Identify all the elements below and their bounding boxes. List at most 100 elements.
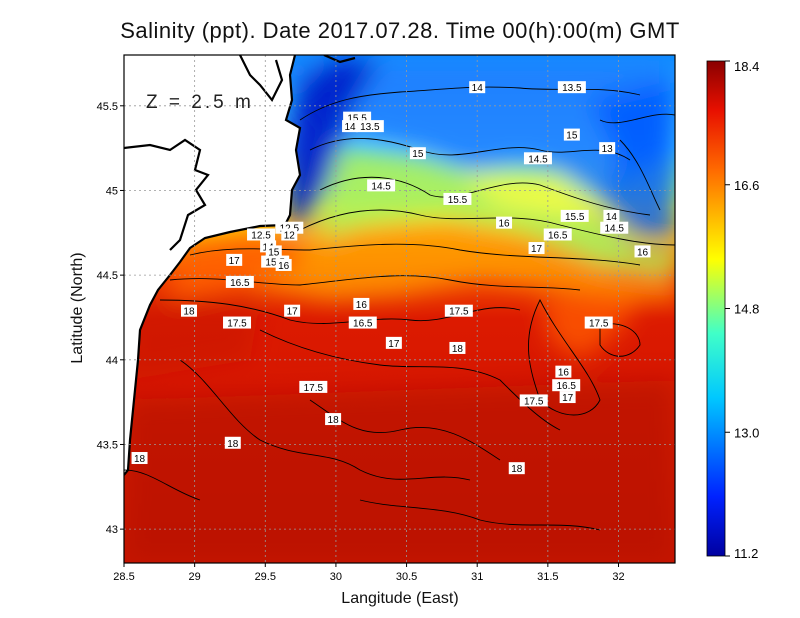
contour-label-text: 18	[452, 344, 464, 355]
contour-label: 14.5	[600, 221, 629, 235]
contour-label-text: 15.5	[347, 114, 367, 125]
contour-label-box	[508, 462, 525, 475]
x-axis-label: Langitude (East)	[341, 590, 459, 607]
contour-label-box	[281, 228, 298, 241]
contour-label: 15.5	[443, 192, 472, 206]
contour-label-text: 13	[602, 144, 614, 155]
contour-label-text: 18	[183, 307, 195, 318]
y-tick-label: 43.5	[97, 439, 118, 451]
contour-label-box	[299, 380, 328, 393]
contour-label: 16	[496, 216, 513, 230]
colorbar-ticks: 18.4 16.6 14.8 13.0 11.2	[725, 59, 759, 561]
contour-label: 18	[180, 304, 197, 318]
contour-label: 18	[449, 341, 466, 355]
contour-label-box	[342, 120, 359, 133]
contour-label-text: 17	[388, 339, 400, 350]
contour-label-box	[449, 341, 466, 354]
contour-label-text: 16	[558, 368, 570, 379]
x-tick-label: 30	[330, 571, 342, 583]
contour-label: 17.5	[444, 304, 473, 318]
contour-label-text: 15	[412, 149, 424, 160]
contour-label-box	[563, 128, 580, 141]
x-tick-label: 31	[471, 571, 483, 583]
contour-label-box	[519, 394, 548, 407]
contour-label-box	[603, 209, 620, 222]
contour-label: 17.5	[299, 380, 328, 394]
contour-label: 14.5	[367, 179, 396, 192]
colorbar-tick-label: 18.4	[734, 59, 759, 74]
contour-label: 16.5	[348, 316, 377, 330]
contour-label: 13	[599, 142, 616, 155]
contour-label-box	[223, 316, 252, 329]
contour-label-box	[634, 245, 651, 258]
contour-label: 14.5	[523, 152, 552, 165]
y-tick-label: 44.5	[97, 270, 118, 282]
axis-ticks: 28.5 29 29.5 30 30.5 31 31.5 32 43 43.5 44 44.5 45 45…	[97, 101, 625, 583]
contour-label-text: 18	[227, 439, 239, 450]
contour-label: 16.5	[225, 275, 254, 289]
land-mask	[124, 55, 300, 475]
contour-label: 16	[275, 258, 292, 272]
contour-label: 17.5	[223, 316, 252, 330]
y-tick-label: 45.5	[97, 101, 118, 113]
contour-label-box	[367, 179, 396, 192]
contour-label: 14	[342, 120, 359, 133]
contour-label-box	[353, 297, 370, 310]
contour-label-text: 16	[278, 261, 290, 272]
contour-label-text: 14.5	[528, 154, 548, 165]
contour-label-text: 15	[566, 131, 578, 142]
colorbar	[706, 60, 726, 557]
contour-label: 16.5	[552, 379, 581, 392]
contour-label-text: 13.5	[562, 83, 582, 94]
colorbar-tick-label: 11.2	[734, 546, 758, 561]
contour-label-text: 17	[287, 307, 299, 318]
contour-label: 17	[284, 304, 301, 318]
contour-label: 18	[508, 462, 525, 475]
contour-label-box	[284, 304, 301, 317]
contour-label: 17.5	[519, 394, 548, 407]
contour-label-text: 16	[498, 219, 510, 230]
contour-label: 15	[563, 128, 580, 142]
contour-label-text: 12.5	[251, 230, 271, 241]
x-tick-label: 31.5	[537, 571, 558, 583]
contour-label-text: 16	[356, 300, 368, 311]
x-tick-label: 28.5	[113, 571, 134, 583]
contour-label-box	[523, 152, 552, 165]
contour-label-text: 12	[284, 230, 296, 241]
contour-label: 16	[555, 365, 572, 379]
y-tick-label: 44	[106, 355, 118, 367]
contour-label: 18	[224, 436, 241, 450]
contour-label: 16	[634, 245, 651, 258]
contour-label-box	[444, 304, 473, 317]
contour-label-box	[180, 304, 197, 317]
contour-label: 13.5	[355, 120, 384, 133]
contour-label: 17	[528, 242, 545, 255]
x-tick-label: 30.5	[396, 571, 417, 583]
contour-label-box	[599, 142, 616, 155]
contour-label-text: 16.5	[353, 319, 373, 330]
contour-label: 15	[265, 245, 282, 258]
contour-label-box	[528, 242, 545, 255]
contour-label-text: 17	[531, 244, 543, 255]
contour-label-box	[600, 221, 629, 234]
contour-label-box	[496, 216, 513, 229]
contour-label-text: 17	[229, 256, 241, 267]
contour-label-box	[325, 413, 342, 426]
plot-frame	[123, 54, 676, 564]
contour-label-text: 18	[328, 415, 340, 426]
x-tick-label: 32	[612, 571, 624, 583]
contour-label-box	[555, 365, 572, 378]
contour-label: 18	[325, 413, 342, 426]
contour-label-box	[409, 147, 426, 160]
contour-label: 12.5	[247, 228, 276, 241]
contour-label-text: 16.5	[556, 381, 576, 392]
contour-label-text: 17.5	[304, 383, 324, 394]
y-tick-label: 45	[106, 185, 118, 197]
contour-label-text: 15	[268, 247, 280, 258]
contour-label-box	[469, 81, 486, 94]
contour-label: 17	[385, 336, 402, 350]
contour-label-text: 17.5	[449, 307, 469, 318]
contour-label-box	[355, 120, 384, 133]
